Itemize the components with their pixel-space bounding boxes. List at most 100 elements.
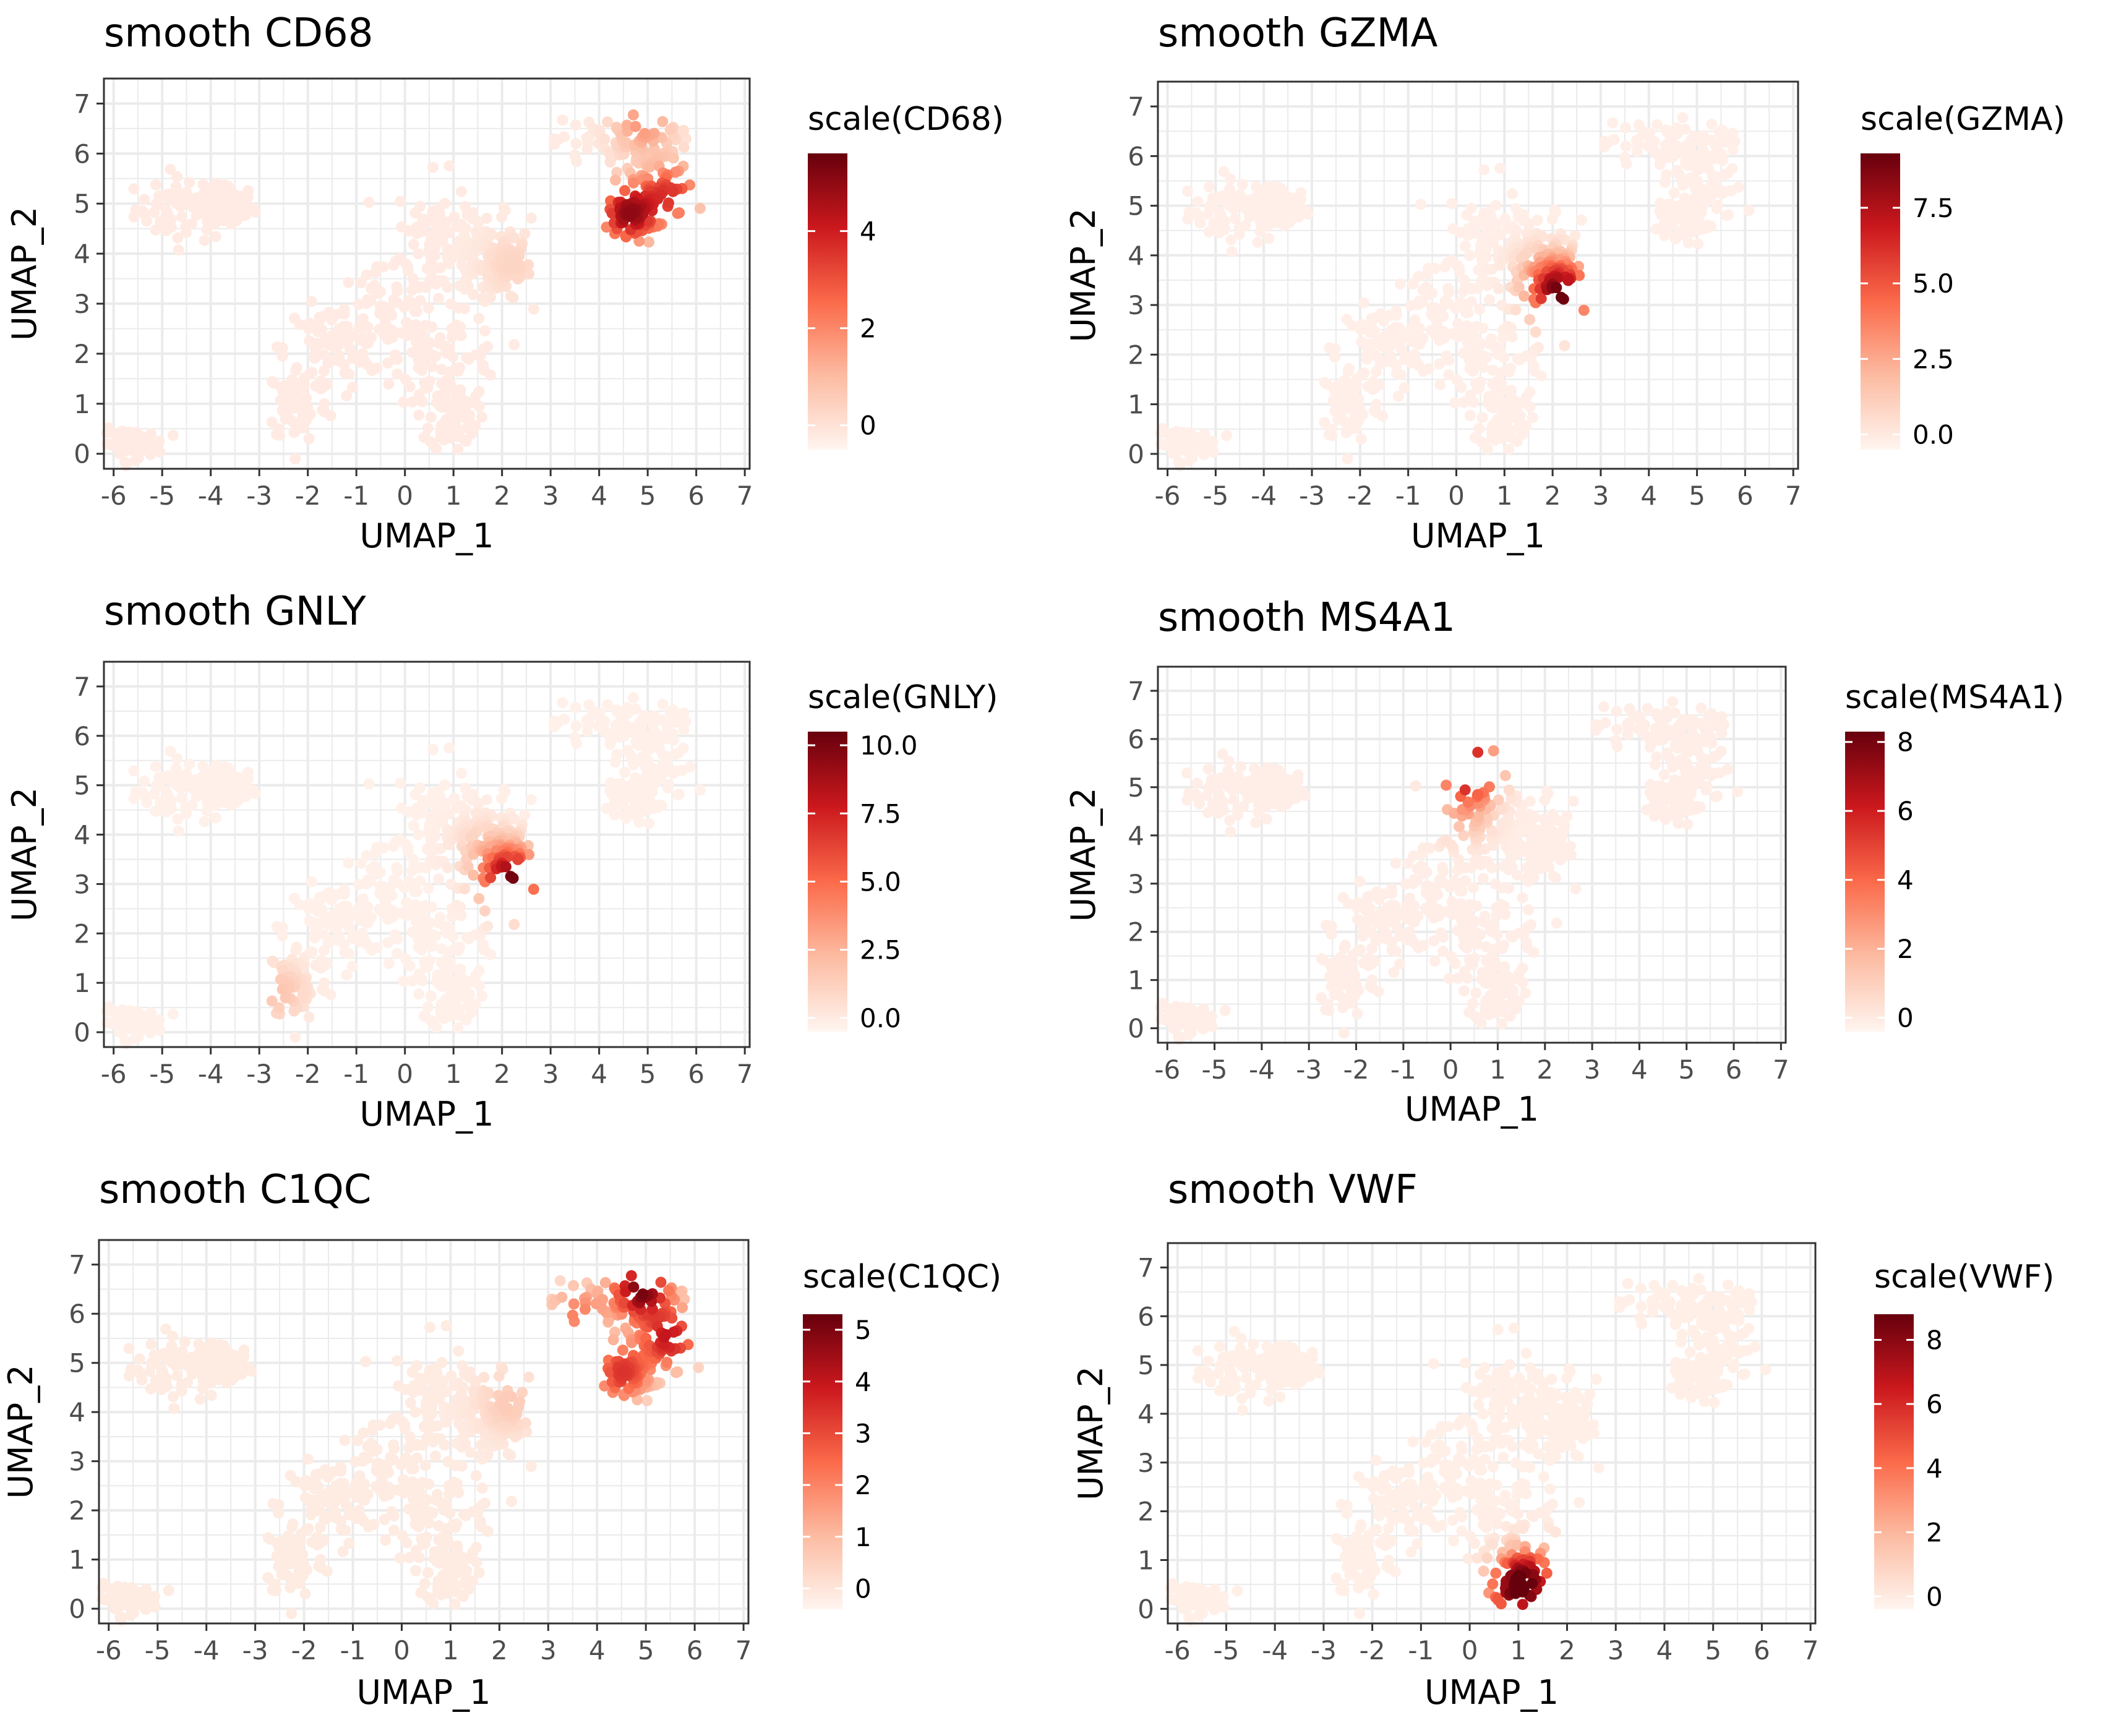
data-point [109, 428, 121, 440]
y-tick-label: 1 [1128, 390, 1144, 420]
data-point [496, 212, 508, 223]
data-point [1488, 745, 1499, 756]
data-point [1644, 742, 1656, 753]
x-tick-label: -6 [101, 481, 127, 511]
data-point [1477, 873, 1489, 884]
data-point [434, 331, 446, 343]
x-tick-label: -3 [246, 1059, 272, 1089]
data-point [137, 205, 148, 217]
data-point [1341, 397, 1352, 409]
data-point [335, 1466, 346, 1477]
data-point [167, 1008, 179, 1020]
data-point [549, 721, 560, 732]
data-point [136, 1374, 148, 1386]
data-point [176, 792, 188, 804]
x-tick-label: -4 [198, 481, 224, 511]
y-axis-title: UMAP_2 [1064, 788, 1103, 922]
data-point [400, 374, 411, 385]
data-point [1340, 939, 1351, 951]
x-axis-title: UMAP_1 [1405, 1090, 1539, 1129]
data-point [150, 179, 161, 190]
y-axis-title: UMAP_2 [5, 787, 44, 921]
data-point [134, 1353, 145, 1365]
data-point [343, 857, 354, 869]
data-point [1668, 790, 1680, 802]
data-point [310, 959, 322, 971]
data-point [152, 438, 164, 450]
data-point [1418, 940, 1429, 952]
y-tick-label: 7 [74, 88, 90, 119]
data-point [1686, 721, 1698, 733]
data-point [1426, 288, 1438, 299]
data-point [1321, 378, 1332, 390]
data-point [303, 903, 315, 915]
data-point [1394, 958, 1405, 970]
data-point [1252, 236, 1264, 248]
data-point [432, 293, 444, 304]
data-point [357, 348, 369, 359]
x-tick-label: -5 [149, 1059, 175, 1089]
data-point [295, 1569, 307, 1580]
data-point [383, 957, 395, 969]
data-point [303, 1011, 315, 1023]
data-point [1354, 876, 1366, 887]
data-point [525, 793, 537, 805]
data-point [429, 831, 441, 842]
data-point [310, 1472, 322, 1484]
data-point [1475, 1017, 1487, 1029]
x-tick-label: 7 [1773, 1054, 1789, 1085]
data-point [363, 778, 375, 790]
data-point [413, 988, 425, 1000]
data-point [606, 789, 618, 800]
data-point [1464, 409, 1476, 421]
data-point [1506, 188, 1518, 200]
data-point [1219, 1004, 1231, 1016]
data-point [165, 213, 177, 225]
data-point [1225, 234, 1237, 246]
data-point [1494, 940, 1506, 952]
data-point [276, 404, 288, 416]
data-point [1721, 763, 1733, 775]
x-tick-label: 0 [1442, 1054, 1459, 1085]
data-point [1188, 436, 1199, 448]
data-point [432, 873, 444, 885]
data-point [273, 1507, 285, 1519]
data-point [604, 156, 616, 168]
data-point [439, 197, 451, 209]
x-tick-label: -1 [1390, 1054, 1416, 1085]
data-point [1465, 296, 1477, 308]
data-point [570, 702, 581, 714]
x-tick-label: 3 [542, 1059, 559, 1089]
data-point [1350, 422, 1361, 434]
colorbar-tick-label: 0.0 [860, 1003, 901, 1033]
colorbar-tick-label: 0 [1897, 1003, 1914, 1033]
x-axis-title: UMAP_1 [1411, 516, 1545, 555]
data-point [478, 939, 489, 951]
y-tick-label: 6 [1128, 141, 1144, 171]
data-point [1518, 290, 1530, 302]
data-point [1339, 375, 1350, 387]
data-point [330, 1480, 341, 1492]
x-tick-label: -3 [1296, 1054, 1322, 1085]
data-point [1463, 250, 1475, 262]
data-point [442, 281, 453, 293]
data-point [459, 883, 471, 895]
data-point [160, 203, 172, 215]
data-point [1590, 724, 1601, 736]
data-point [338, 304, 350, 315]
data-point [408, 239, 419, 250]
data-point [291, 362, 302, 374]
data-point [1399, 382, 1410, 393]
data-point [479, 905, 490, 917]
data-point [339, 946, 351, 958]
data-point [1198, 449, 1210, 461]
data-point [1710, 140, 1722, 152]
data-point [1326, 920, 1337, 932]
data-point [299, 394, 311, 406]
data-point [621, 119, 633, 131]
y-tick-label: 2 [74, 918, 90, 949]
data-point [1319, 417, 1330, 429]
data-point [1204, 181, 1215, 193]
data-point [119, 1035, 131, 1046]
data-point [406, 396, 418, 408]
